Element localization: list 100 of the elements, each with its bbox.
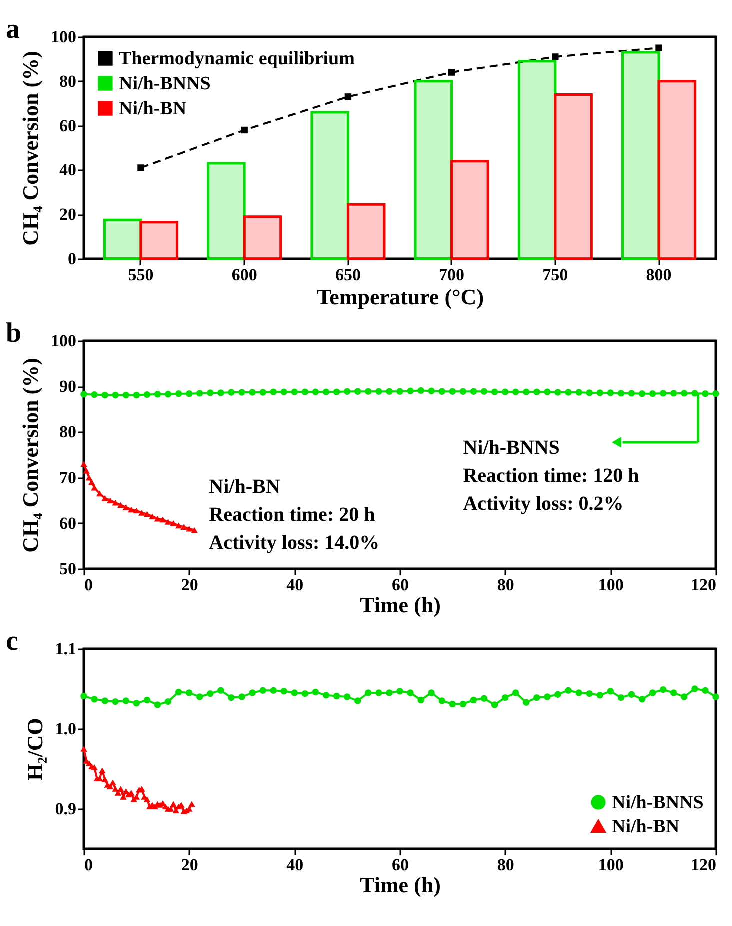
point	[112, 500, 119, 506]
x-tick-label: 60	[392, 576, 409, 594]
point	[188, 801, 196, 808]
x-tick-label: 40	[286, 576, 304, 594]
point	[448, 69, 456, 76]
y-tick-label: 100	[51, 28, 76, 46]
y-tick-label: 60	[60, 116, 76, 136]
x-tick-label: 80	[497, 856, 514, 874]
legend-label: Ni/h-BNNS	[612, 792, 704, 814]
point	[106, 784, 114, 790]
point	[656, 44, 662, 52]
point	[133, 508, 140, 514]
y-tick-label: 60	[60, 514, 76, 533]
y-tick-label: 50	[60, 560, 76, 578]
point	[86, 474, 93, 481]
x-tick-label: 120	[691, 856, 716, 874]
point	[170, 801, 177, 808]
bar	[346, 203, 386, 260]
y-tick-label: 1.0	[55, 720, 76, 738]
x-tick-label: 0	[84, 856, 93, 874]
y-axis-title: CH₄ Conversion (%)	[18, 51, 43, 246]
point	[83, 468, 90, 474]
point	[88, 479, 96, 486]
y-tick-label: 80	[60, 72, 76, 91]
x-tick-label: 20	[181, 856, 198, 874]
bar	[103, 218, 142, 260]
point	[144, 511, 151, 518]
chart-title: b	[6, 318, 22, 349]
point	[122, 504, 130, 510]
point	[138, 510, 146, 516]
point	[80, 461, 88, 468]
point	[180, 524, 188, 530]
point	[102, 495, 108, 502]
bar	[310, 111, 350, 260]
x-axis-title: Temperature (°C)	[316, 284, 484, 310]
bar	[207, 162, 246, 260]
x-tick-label: 80	[497, 576, 514, 594]
x-tick-label: 750	[542, 266, 568, 284]
y-tick-label: 0.9	[55, 800, 76, 818]
x-tick-label: 800	[646, 266, 672, 284]
x-tick-label: 0	[84, 576, 93, 594]
x-tick-label: 60	[392, 856, 409, 874]
point	[110, 780, 116, 786]
bar	[243, 216, 282, 260]
y-tick-label: 100	[51, 332, 76, 350]
bar	[518, 60, 557, 260]
point	[91, 764, 98, 770]
chart-title: a	[6, 14, 20, 45]
point	[102, 776, 108, 782]
annotation: Ni/h-BN	[209, 476, 281, 498]
point	[80, 746, 88, 752]
x-tick-label: 120	[691, 576, 716, 594]
y-tick-label: 70	[60, 468, 76, 488]
point	[160, 516, 166, 523]
point	[114, 790, 122, 796]
y-tick-label: 0	[68, 250, 76, 268]
bar	[414, 80, 454, 260]
point	[118, 502, 124, 508]
chart-title: c	[6, 626, 18, 657]
annotation: Ni/h-BNNS	[463, 437, 560, 460]
x-tick-label: 20	[181, 576, 198, 594]
point	[344, 94, 352, 100]
point	[241, 126, 248, 134]
point	[168, 806, 174, 812]
legend-label: Thermodynamic equilibrium	[119, 48, 356, 70]
point	[170, 520, 177, 526]
point	[164, 519, 172, 525]
point	[128, 506, 135, 513]
x-tick-label: 600	[232, 266, 258, 284]
point	[118, 786, 124, 792]
x-axis-title: Time (h)	[360, 592, 441, 618]
x-tick-label: 100	[598, 856, 624, 874]
x-tick-label: 40	[286, 856, 304, 874]
bar	[554, 93, 593, 260]
point	[154, 516, 162, 522]
point	[552, 54, 559, 60]
y-tick-label: 1.1	[55, 640, 76, 658]
bar	[622, 51, 660, 260]
y-axis-title: CH₄ Conversion (%)	[18, 358, 43, 553]
point	[91, 484, 98, 491]
point	[172, 808, 180, 814]
point	[112, 786, 119, 792]
x-tick-label: 100	[598, 576, 624, 594]
legend-label: Ni/h-BN	[119, 98, 187, 120]
point	[191, 527, 198, 534]
bar	[658, 80, 697, 260]
point	[96, 490, 104, 497]
annotation: Reaction time: 20 h	[209, 504, 376, 526]
point	[149, 514, 156, 520]
x-axis-title: Time (h)	[360, 872, 441, 898]
y-tick-label: 90	[60, 377, 76, 396]
legend-label: Ni/h-BN	[612, 816, 680, 838]
annotation: Activity loss: 0.2%	[463, 493, 624, 516]
x-tick-label: 650	[335, 266, 361, 284]
y-tick-label: 20	[60, 205, 76, 224]
legend-label: Ni/h-BNNS	[119, 74, 211, 94]
point	[99, 768, 106, 774]
annotation: Reaction time: 120 h	[463, 465, 640, 488]
point	[186, 526, 193, 532]
bar	[140, 221, 178, 260]
